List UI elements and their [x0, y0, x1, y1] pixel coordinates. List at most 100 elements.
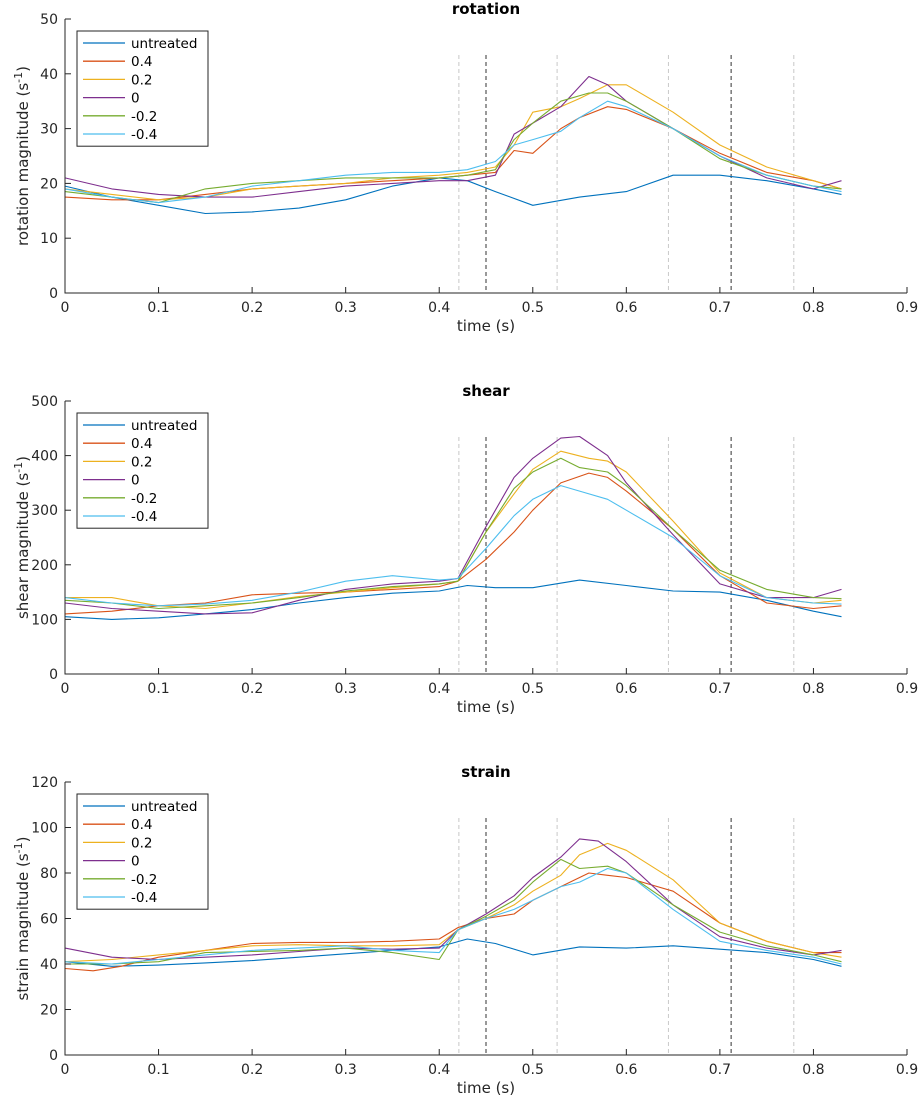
legend-label-0: 0 [131, 91, 140, 107]
legend-label-m0p2: -0.2 [131, 109, 157, 125]
legend-label-m0p4: -0.4 [131, 127, 157, 143]
legend-box [76, 412, 209, 529]
plot-title: shear [462, 382, 510, 400]
y-axis-label: strain magnitude (s-1) [12, 837, 32, 1001]
series-line-0p2 [64, 84, 842, 201]
legend-label-m0p4: -0.4 [131, 509, 157, 525]
x-tick-label: 0.7 [709, 681, 731, 697]
x-tick-label: 0.2 [241, 300, 263, 316]
y-tick-label: 60 [40, 912, 58, 928]
y-tick-label: 10 [40, 231, 58, 247]
y-tick-label: 120 [31, 775, 58, 791]
x-tick-label: 0.8 [802, 681, 824, 697]
legend-label-0p4: 0.4 [131, 436, 152, 452]
y-tick-label: 0 [49, 667, 58, 683]
x-tick-label: 0.1 [147, 681, 169, 697]
x-tick-label: 0.5 [522, 300, 544, 316]
legend-box [76, 30, 209, 147]
x-tick-label: 0.3 [335, 681, 357, 697]
x-tick-label: 0.7 [709, 1062, 731, 1078]
legend-label-0p2: 0.2 [131, 454, 152, 470]
x-tick-label: 0.4 [428, 1062, 450, 1078]
x-tick-label: 0.4 [428, 300, 450, 316]
plot-shear: 0 0.1 0.2 0.3 0.4 0.5 0.6 0.7 0.8 0.9 0 100 200 300 40… [12, 382, 918, 716]
y-tick-label: 0 [49, 1048, 58, 1064]
y-axis-label: shear magnitude (s-1) [12, 456, 32, 619]
legend-label-m0p4: -0.4 [131, 890, 157, 906]
legend: untreated 0.4 0.2 0 -0.2 -0.4 [76, 30, 209, 147]
series-line-0p4 [64, 472, 842, 615]
series-line-m0p2 [64, 92, 842, 204]
legend-label-0: 0 [131, 854, 140, 870]
x-axis-label: time (s) [457, 698, 515, 716]
y-tick-label: 100 [31, 821, 58, 837]
x-tick-label: 0.4 [428, 681, 450, 697]
legend-label-0p2: 0.2 [131, 72, 152, 88]
x-tick-label: 0.2 [241, 1062, 263, 1078]
y-axis-label: rotation magnitude (s-1) [12, 66, 32, 246]
y-tick-label: 40 [40, 957, 58, 973]
legend-label-m0p2: -0.2 [131, 872, 157, 888]
legend-label-untreated: untreated [131, 36, 197, 52]
y-tick-label: 500 [31, 394, 58, 410]
x-tick-label: 0 [61, 681, 70, 697]
y-tick-label: 50 [40, 12, 58, 28]
x-tick-label: 0.8 [802, 300, 824, 316]
plot-title: rotation [452, 0, 520, 18]
y-tick-label: 80 [40, 866, 58, 882]
x-tick-label: 0.2 [241, 681, 263, 697]
series-line-m0p4 [64, 867, 842, 965]
y-tick-label: 20 [40, 1003, 58, 1019]
x-axis-label: time (s) [457, 1079, 515, 1097]
y-tick-label: 300 [31, 503, 58, 519]
series-line-0 [64, 435, 842, 615]
y-tick-label: 100 [31, 612, 58, 628]
series-line-m0p2 [64, 457, 842, 610]
legend-label-0p4: 0.4 [131, 817, 152, 833]
x-tick-label: 0.5 [522, 681, 544, 697]
y-tick-label: 400 [31, 449, 58, 465]
x-tick-label: 0.1 [147, 1062, 169, 1078]
plot-title: strain [461, 763, 510, 781]
legend-label-0p2: 0.2 [131, 835, 152, 851]
x-tick-label: 0.6 [615, 1062, 637, 1078]
x-tick-label: 0.7 [709, 300, 731, 316]
x-tick-label: 0.5 [522, 1062, 544, 1078]
x-tick-label: 0.8 [802, 1062, 824, 1078]
x-tick-label: 0.9 [896, 681, 918, 697]
series-line-untreated [64, 579, 842, 620]
plot-strain: 0 0.1 0.2 0.3 0.4 0.5 0.6 0.7 0.8 0.9 0 20 40 60 80 100… [12, 763, 918, 1097]
legend-label-untreated: untreated [131, 418, 197, 434]
y-tick-label: 20 [40, 176, 58, 192]
series-line-m0p4 [64, 100, 842, 204]
x-tick-label: 0 [61, 1062, 70, 1078]
series-line-0p2 [65, 450, 842, 610]
x-tick-label: 0.6 [615, 681, 637, 697]
x-tick-label: 0.3 [335, 1062, 357, 1078]
series-line-0p2 [64, 842, 842, 963]
x-tick-label: 0.6 [615, 300, 637, 316]
y-tick-label: 40 [40, 67, 58, 83]
legend-box [76, 793, 209, 910]
y-tick-label: 0 [49, 286, 58, 302]
x-tick-label: 0.1 [147, 300, 169, 316]
legend: untreated 0.4 0.2 0 -0.2 -0.4 [76, 793, 209, 910]
plot-rotation: 0 0.1 0.2 0.3 0.4 0.5 0.6 0.7 0.8 0.9 0 10 20 30 40 50 r… [12, 0, 918, 335]
legend-label-untreated: untreated [131, 799, 197, 815]
series-line-0 [64, 838, 842, 961]
legend-label-0p4: 0.4 [131, 54, 152, 70]
legend: untreated 0.4 0.2 0 -0.2 -0.4 [76, 412, 209, 529]
x-tick-label: 0 [61, 300, 70, 316]
y-tick-label: 200 [31, 558, 58, 574]
x-tick-label: 0.3 [335, 300, 357, 316]
series-line-m0p4 [64, 485, 842, 607]
legend-label-m0p2: -0.2 [131, 491, 157, 507]
x-tick-label: 0.9 [896, 300, 918, 316]
y-tick-label: 30 [40, 122, 58, 138]
x-tick-label: 0.9 [896, 1062, 918, 1078]
series-line-m0p2 [65, 858, 842, 965]
x-axis-label: time (s) [457, 317, 515, 335]
series-line-untreated [64, 938, 842, 967]
legend-label-0: 0 [131, 473, 140, 489]
